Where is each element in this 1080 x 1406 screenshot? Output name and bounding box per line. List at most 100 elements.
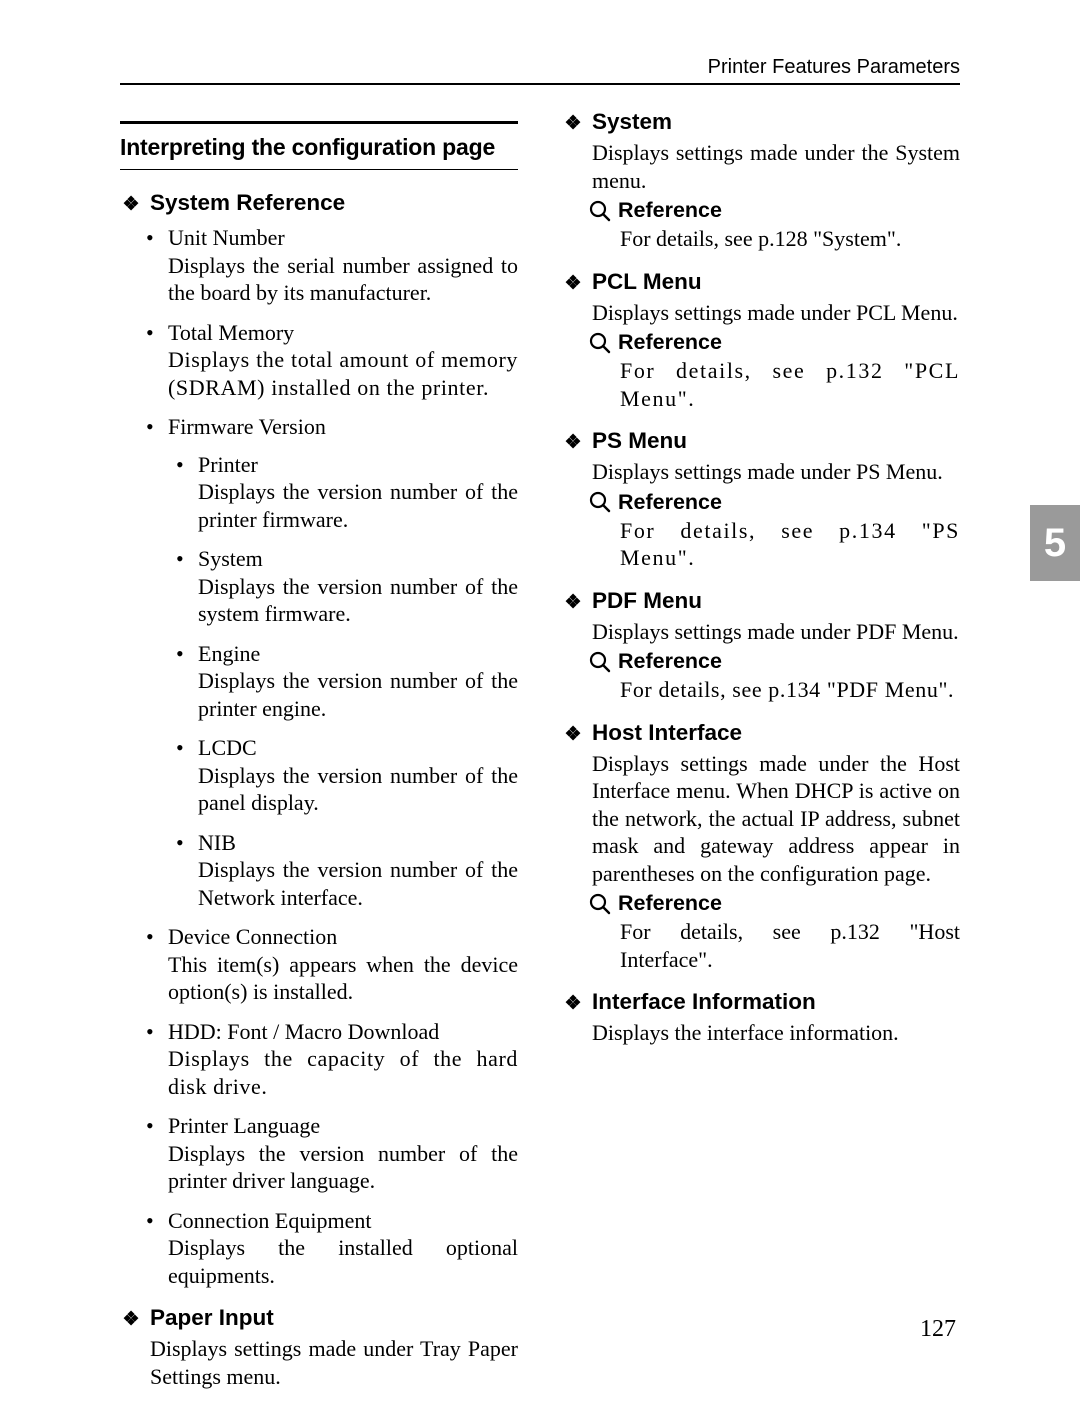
item-title: Printer Language [168, 1112, 518, 1140]
section-title-text: System [592, 109, 672, 135]
item-body: Displays the version number of the print… [198, 478, 518, 533]
item-body: Displays the version number of the print… [198, 667, 518, 722]
list-item: Connection Equipment Displays the instal… [168, 1207, 518, 1290]
item-title: Total Memory [168, 319, 518, 347]
item-title: Unit Number [168, 224, 518, 252]
item-title: Connection Equipment [168, 1207, 518, 1235]
right-column: ❖ System Displays settings made under th… [562, 109, 960, 1406]
item-body: Displays the version number of the print… [168, 1140, 518, 1195]
reference-body: For details, see p.128 "System". [562, 225, 960, 253]
diamond-bullet-icon: ❖ [562, 431, 584, 454]
section-title: ❖ System [562, 109, 960, 135]
section-ps-menu: ❖ PS Menu Displays settings made under P… [562, 428, 960, 572]
section-title-text: Host Interface [592, 720, 742, 746]
list-item: Engine Displays the version number of th… [198, 640, 518, 723]
reference-title: Reference [562, 649, 960, 674]
section-body: Displays settings made under PS Menu. [562, 458, 960, 486]
section-system-reference: ❖ System Reference Unit Number Displays … [120, 190, 518, 1289]
header-rule [120, 83, 960, 85]
magnifier-icon [588, 199, 612, 223]
section-title-text: PDF Menu [592, 588, 702, 614]
section-title: ❖ System Reference [120, 190, 518, 216]
section-title: ❖ PCL Menu [562, 269, 960, 295]
list-item: NIB Displays the version number of the N… [198, 829, 518, 912]
section-title-text: PCL Menu [592, 269, 702, 295]
section-system: ❖ System Displays settings made under th… [562, 109, 960, 253]
section-pcl-menu: ❖ PCL Menu Displays settings made under … [562, 269, 960, 413]
section-title: ❖ PS Menu [562, 428, 960, 454]
section-title: ❖ Host Interface [562, 720, 960, 746]
item-body: Displays the total amount of memory (SDR… [168, 346, 518, 401]
section-title-text: Interface Information [592, 989, 816, 1015]
item-body: Displays the version number of the Netwo… [198, 856, 518, 911]
section-body: Displays settings made under PCL Menu. [562, 299, 960, 327]
diamond-bullet-icon: ❖ [562, 591, 584, 614]
item-title: NIB [198, 829, 518, 857]
list-item: LCDC Displays the version number of the … [198, 734, 518, 817]
list-item: Printer Displays the version number of t… [198, 451, 518, 534]
section-body: Displays settings made under PDF Menu. [562, 618, 960, 646]
list-item: System Displays the version number of th… [198, 545, 518, 628]
section-title-text: System Reference [150, 190, 345, 216]
magnifier-icon [588, 892, 612, 916]
item-body: Displays the serial number assigned to t… [168, 252, 518, 307]
section-paper-input: ❖ Paper Input Displays settings made und… [120, 1305, 518, 1390]
item-body: This item(s) appears when the device opt… [168, 951, 518, 1006]
list-item: Printer Language Displays the version nu… [168, 1112, 518, 1195]
reference-title: Reference [562, 330, 960, 355]
item-title: System [198, 545, 518, 573]
section-title-text: PS Menu [592, 428, 687, 454]
list-item: Unit Number Displays the serial number a… [168, 224, 518, 307]
diamond-bullet-icon: ❖ [120, 1308, 142, 1331]
item-title: Firmware Version [168, 413, 518, 441]
reference-label: Reference [618, 198, 722, 223]
reference-title: Reference [562, 490, 960, 515]
diamond-bullet-icon: ❖ [562, 272, 584, 295]
item-body: Displays the version number of the panel… [198, 762, 518, 817]
section-body: Displays the interface information. [562, 1019, 960, 1047]
reference-title: Reference [562, 891, 960, 916]
section-pdf-menu: ❖ PDF Menu Displays settings made under … [562, 588, 960, 704]
reference-body: For details, see p.132 "PCL Menu". [562, 357, 960, 412]
page-tab-number: 5 [1044, 521, 1066, 566]
list-item: Device Connection This item(s) appears w… [168, 923, 518, 1006]
list-item: Firmware Version Printer Displays the ve… [168, 413, 518, 911]
item-body: Displays the capacity of the hard disk d… [168, 1045, 518, 1100]
section-heading: Interpreting the configuration page [120, 134, 518, 161]
section-body: Displays settings made under Tray Paper … [120, 1335, 518, 1390]
section-title-text: Paper Input [150, 1305, 274, 1331]
reference-label: Reference [618, 490, 722, 515]
header-right-text: Printer Features Parameters [120, 56, 960, 79]
magnifier-icon [588, 490, 612, 514]
item-title: Device Connection [168, 923, 518, 951]
page-tab: 5 [1030, 505, 1080, 581]
page-number: 127 [920, 1316, 956, 1343]
reference-body: For details, see p.134 "PDF Menu". [562, 676, 960, 704]
diamond-bullet-icon: ❖ [120, 193, 142, 216]
item-title: Engine [198, 640, 518, 668]
section-host-interface: ❖ Host Interface Displays settings made … [562, 720, 960, 974]
section-title: ❖ Interface Information [562, 989, 960, 1015]
item-body: Displays the version number of the syste… [198, 573, 518, 628]
reference-label: Reference [618, 649, 722, 674]
content-columns: Interpreting the configuration page ❖ Sy… [120, 109, 960, 1406]
section-body: Displays settings made under the System … [562, 139, 960, 194]
reference-title: Reference [562, 198, 960, 223]
diamond-bullet-icon: ❖ [562, 723, 584, 746]
magnifier-icon [588, 331, 612, 355]
reference-body: For details, see p.132 "Host Interface". [562, 918, 960, 973]
list-item: HDD: Font / Macro Download Displays the … [168, 1018, 518, 1101]
section-interface-information: ❖ Interface Information Displays the int… [562, 989, 960, 1047]
item-title: Printer [198, 451, 518, 479]
section-heading-bar: Interpreting the configuration page [120, 121, 518, 170]
left-column: Interpreting the configuration page ❖ Sy… [120, 109, 518, 1406]
item-body: Displays the installed optional equipmen… [168, 1234, 518, 1289]
item-title: LCDC [198, 734, 518, 762]
page: Printer Features Parameters Interpreting… [0, 0, 1080, 1397]
reference-body: For details, see p.134 "PS Menu". [562, 517, 960, 572]
diamond-bullet-icon: ❖ [562, 992, 584, 1015]
reference-label: Reference [618, 891, 722, 916]
list-level-2: Printer Displays the version number of t… [168, 451, 518, 912]
reference-label: Reference [618, 330, 722, 355]
list-level-1: Unit Number Displays the serial number a… [120, 224, 518, 1289]
